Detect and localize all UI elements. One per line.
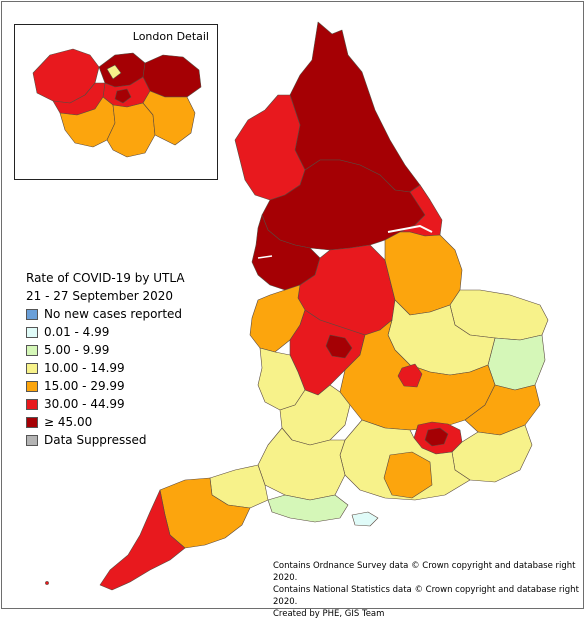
legend-item: No new cases reported	[26, 305, 185, 323]
legend-swatch	[26, 434, 38, 446]
mersey-estuary	[257, 255, 273, 259]
london-south-east	[142, 90, 196, 146]
legend-label: Data Suppressed	[44, 433, 147, 447]
credit-os: Contains Ordnance Survey data © Crown co…	[273, 561, 576, 583]
legend-label: 0.01 - 4.99	[44, 325, 110, 339]
legend-swatch	[26, 380, 38, 392]
legend-item: Data Suppressed	[26, 431, 185, 449]
legend-date-range: 21 - 27 September 2020	[26, 289, 173, 303]
london-south	[106, 102, 156, 158]
legend-swatch	[26, 416, 38, 428]
region-birmingham	[325, 334, 353, 359]
legend-item: 10.00 - 14.99	[26, 359, 185, 377]
region-cornwall	[99, 489, 186, 591]
london-inset: London Detail	[14, 24, 218, 180]
legend: Rate of COVID-19 by UTLA 21 - 27 Septemb…	[26, 269, 185, 449]
inset-title: London Detail	[132, 30, 209, 43]
legend-item: 0.01 - 4.99	[26, 323, 185, 341]
legend-swatch	[26, 344, 38, 356]
region-isles-of-scilly	[45, 581, 49, 585]
region-hampshire	[267, 494, 349, 523]
credits: Contains Ordnance Survey data © Crown co…	[273, 560, 587, 620]
london-hotspot-2	[106, 64, 122, 80]
region-surrey	[383, 451, 433, 499]
region-london-core	[424, 427, 449, 447]
legend-label: 10.00 - 14.99	[44, 361, 125, 375]
humber-estuary	[387, 224, 433, 233]
legend-item: 5.00 - 9.99	[26, 341, 185, 359]
london-hotspot-1	[114, 88, 132, 104]
legend-label: 15.00 - 29.99	[44, 379, 125, 393]
legend-swatch	[26, 326, 38, 338]
legend-item: 15.00 - 29.99	[26, 377, 185, 395]
legend-label: No new cases reported	[44, 307, 183, 321]
legend-item: 30.00 - 44.99	[26, 395, 185, 413]
credit-phe: Created by PHE, GIS Team	[273, 609, 385, 619]
region-leicester	[397, 363, 423, 388]
legend-swatch	[26, 362, 38, 374]
credit-ons: Contains National Statistics data © Crow…	[273, 585, 579, 607]
legend-swatch	[26, 398, 38, 410]
region-suffolk	[487, 334, 546, 391]
london-detail-map	[32, 48, 202, 158]
legend-item: ≥ 45.00	[26, 413, 185, 431]
legend-label: 5.00 - 9.99	[44, 343, 110, 357]
legend-swatch	[26, 308, 38, 320]
legend-title: Rate of COVID-19 by UTLA	[26, 271, 185, 285]
london-north-east	[142, 54, 202, 98]
legend-label: 30.00 - 44.99	[44, 397, 125, 411]
region-isle-of-wight	[351, 511, 379, 527]
legend-label: ≥ 45.00	[44, 415, 93, 429]
region-cumbria	[234, 94, 306, 201]
